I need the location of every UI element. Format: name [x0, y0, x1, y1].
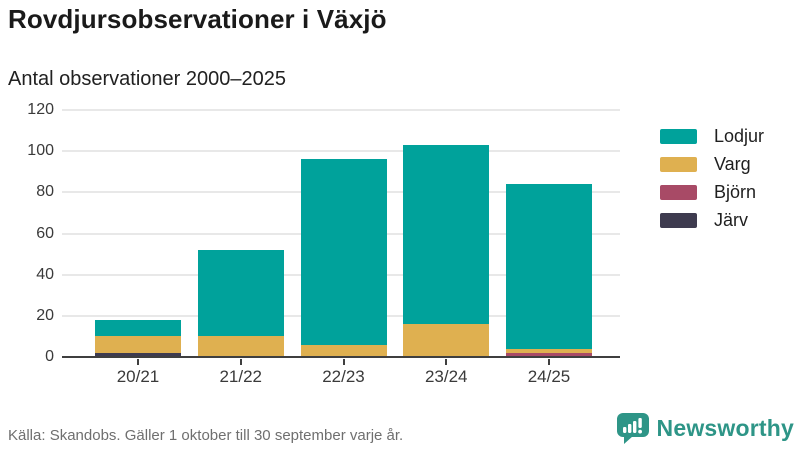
x-axis-tick — [137, 359, 139, 365]
newsworthy-logo[interactable]: Newsworthy — [616, 411, 794, 445]
gridline — [62, 150, 620, 153]
x-axis-tick — [445, 359, 448, 365]
legend-swatch-björn — [660, 184, 697, 200]
legend-label-varg: Varg — [714, 153, 751, 174]
y-tick-label: 60 — [36, 224, 54, 242]
bar-segment-varg — [403, 324, 490, 357]
legend-item-varg: Varg — [660, 150, 764, 178]
newsworthy-icon — [616, 413, 649, 444]
y-tick-label: 0 — [45, 348, 54, 365]
bar-segment-lodjur — [506, 184, 592, 349]
newsworthy-wordmark: Newsworthy — [656, 414, 794, 441]
gridline — [62, 109, 620, 112]
legend-swatch-lodjur — [660, 128, 697, 144]
bar-segment-varg — [95, 336, 181, 353]
legend-swatch-järv — [660, 212, 697, 228]
chart-title: Rovdjursobservationer i Växjö — [8, 4, 387, 34]
legend-label-björn: Björn — [714, 181, 757, 202]
x-tick-label: 24/25 — [527, 367, 571, 386]
x-axis-tick — [548, 359, 550, 365]
y-tick-label: 40 — [36, 265, 54, 283]
legend-swatch-varg — [660, 156, 697, 172]
x-tick-label: 23/24 — [424, 367, 468, 386]
chart-subtitle: Antal observationer 2000–2025 — [8, 68, 286, 90]
bar-segment-lodjur — [300, 159, 387, 345]
bar-segment-varg — [197, 336, 284, 357]
bar-segment-varg — [300, 344, 387, 357]
y-tick-label: 80 — [36, 183, 54, 201]
y-tick-label: 120 — [27, 101, 54, 118]
x-tick-label: 21/22 — [219, 367, 263, 386]
legend-item-björn: Björn — [660, 178, 764, 206]
bar-segment-varg — [506, 348, 592, 353]
legend: Lodjur Varg Björn Järv — [660, 122, 764, 234]
x-axis-tick — [239, 359, 242, 365]
legend-item-järv: Järv — [660, 206, 764, 234]
x-axis-tick — [342, 359, 345, 365]
x-tick-label: 22/23 — [322, 367, 365, 386]
legend-label-lodjur: Lodjur — [714, 125, 765, 146]
legend-label-järv: Järv — [714, 209, 749, 230]
bar-segment-lodjur — [403, 145, 490, 325]
x-axis-line — [62, 355, 620, 358]
source-note: Källa: Skandobs. Gäller 1 oktober till 3… — [8, 427, 404, 444]
y-tick-label: 100 — [27, 142, 54, 160]
legend-item-lodjur: Lodjur — [660, 122, 764, 150]
bar-segment-björn — [506, 352, 592, 357]
bar-segment-järv — [95, 352, 181, 357]
plot-area — [62, 109, 620, 365]
y-tick-label: 20 — [36, 306, 54, 324]
x-tick-label: 20/21 — [116, 367, 160, 386]
bar-segment-lodjur — [197, 249, 284, 337]
bar-segment-lodjur — [95, 319, 181, 337]
